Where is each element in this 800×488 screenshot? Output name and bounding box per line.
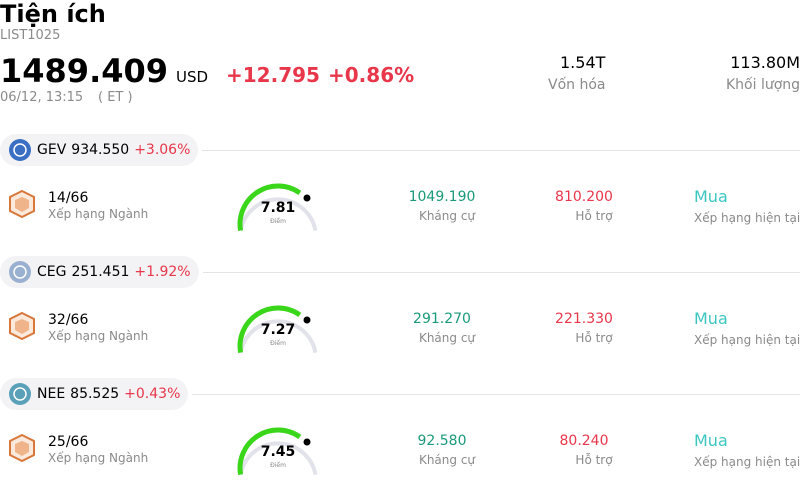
rating-label: Xếp hạng hiện tại <box>694 211 800 225</box>
resistance-label: Kháng cự <box>418 209 476 223</box>
gauge: 7.81 Điểm <box>237 183 318 232</box>
rank-icon <box>9 311 35 341</box>
support-label: Hỗ trợ <box>575 209 613 223</box>
score: 7.45 <box>261 444 296 460</box>
resistance: 92.580 <box>417 433 467 449</box>
rating: Mua <box>694 431 728 450</box>
resistance-label: Kháng cự <box>418 331 476 345</box>
rating-label: Xếp hạng hiện tại <box>694 455 800 469</box>
support-label: Hỗ trợ <box>575 453 613 467</box>
divider <box>202 150 800 151</box>
resistance: 1049.190 <box>408 189 476 205</box>
change-pct: +0.86% <box>328 63 415 87</box>
stat-value: 113.80M <box>730 53 800 72</box>
score: 7.81 <box>261 200 296 216</box>
resistance-label: Kháng cự <box>418 453 476 467</box>
logo <box>9 383 31 405</box>
stat-value: 1.54T <box>560 53 606 72</box>
stock-change: +1.92% <box>134 264 191 280</box>
score-label: Điểm <box>270 462 286 469</box>
score-label: Điểm <box>270 340 286 347</box>
support: 80.240 <box>559 433 609 449</box>
rank-icon <box>9 433 35 463</box>
stock-price: 85.525 <box>70 386 120 402</box>
rating: Mua <box>694 187 728 206</box>
resistance: 291.270 <box>413 311 471 327</box>
stock-pill[interactable]: GEV 934.550 +3.06% <box>0 134 199 166</box>
currency: USD <box>176 68 209 86</box>
stock-pill[interactable]: CEG 251.451 +1.92% <box>0 256 199 288</box>
stock-price: 251.451 <box>71 264 130 280</box>
stock-change: +0.43% <box>124 386 181 402</box>
rank-label: Xếp hạng Ngành <box>48 451 149 465</box>
score-label: Điểm <box>270 218 286 225</box>
rating-label: Xếp hạng hiện tại <box>694 333 800 347</box>
divider <box>192 394 800 395</box>
stat-label: Khối lượng <box>726 77 800 93</box>
time: 06/12, 13:15 <box>0 90 84 105</box>
stock-change: +3.06% <box>134 142 191 158</box>
change: +12.795 <box>226 63 320 87</box>
title: Tiện ích <box>0 0 106 28</box>
rank-label: Xếp hạng Ngành <box>48 207 149 221</box>
rank: 32/66 <box>48 312 89 328</box>
ticker: NEE <box>37 386 66 402</box>
logo <box>9 261 31 283</box>
price: 1489.409 <box>0 52 169 90</box>
support: 221.330 <box>555 311 613 327</box>
rank: 14/66 <box>48 190 89 206</box>
gauge: 7.27 Điểm <box>237 305 318 354</box>
ticker: GEV <box>37 142 67 158</box>
stat-label: Vốn hóa <box>548 77 606 93</box>
logo <box>9 139 31 161</box>
stock-pill[interactable]: NEE 85.525 +0.43% <box>0 378 189 410</box>
stock-price: 934.550 <box>71 142 130 158</box>
divider <box>203 272 800 273</box>
rating: Mua <box>694 309 728 328</box>
gauge: 7.45 Điểm <box>237 427 318 476</box>
support: 810.200 <box>555 189 613 205</box>
code: LIST1025 <box>0 28 61 43</box>
rank-icon <box>9 189 35 219</box>
score: 7.27 <box>261 322 296 338</box>
ticker: CEG <box>37 264 67 280</box>
rank: 25/66 <box>48 434 89 450</box>
rank-label: Xếp hạng Ngành <box>48 329 149 343</box>
timezone: ( ET ) <box>98 90 133 105</box>
support-label: Hỗ trợ <box>575 331 613 345</box>
